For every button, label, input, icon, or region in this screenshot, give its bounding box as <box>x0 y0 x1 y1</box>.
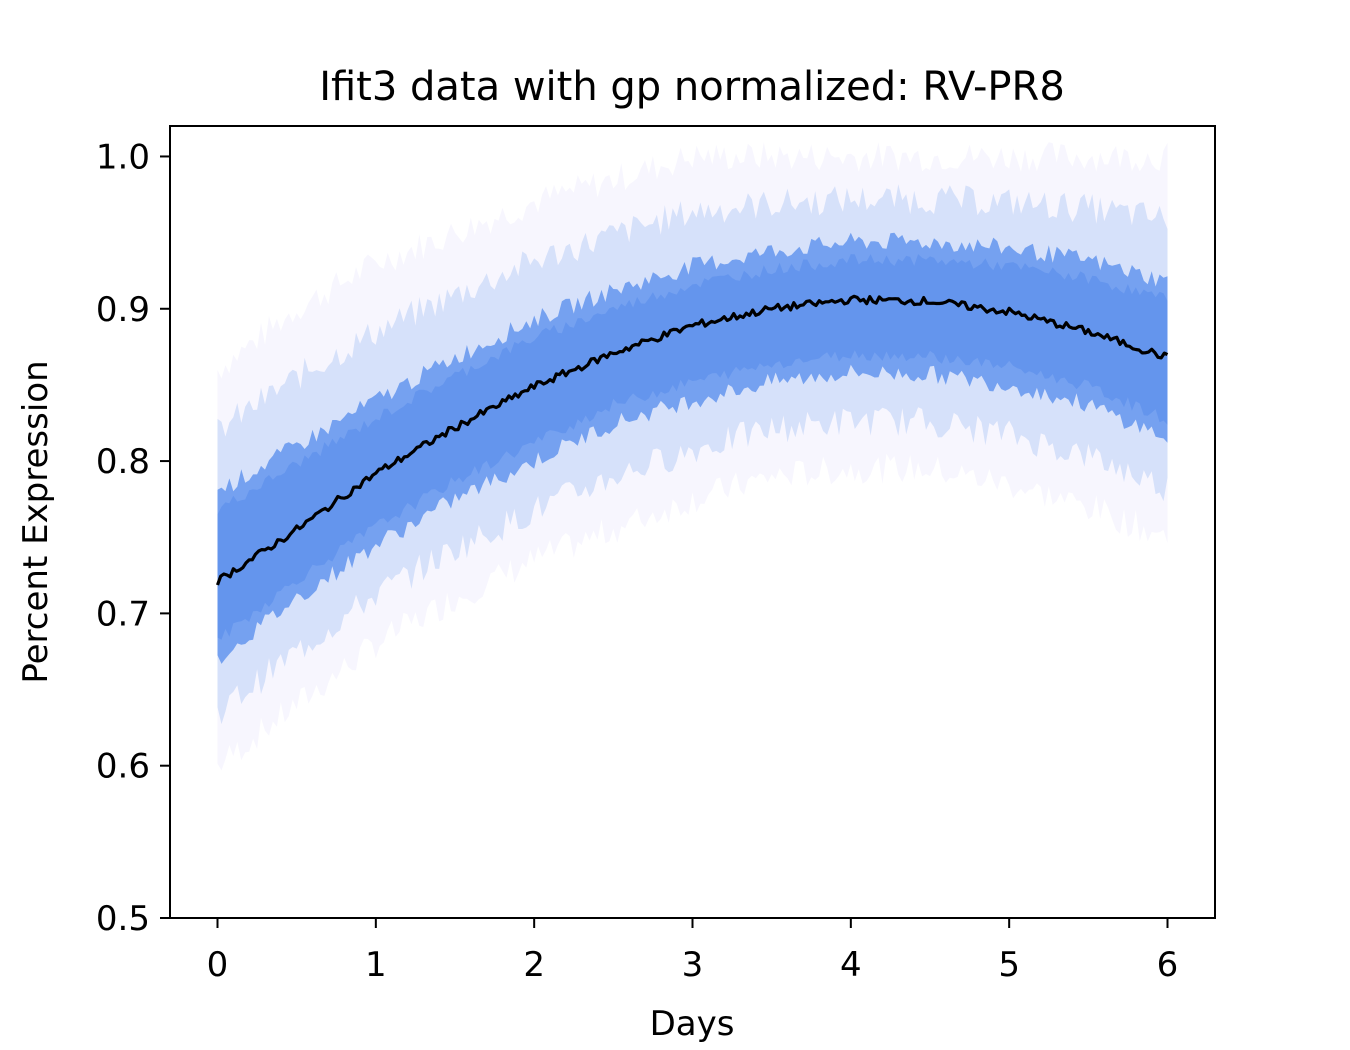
y-tick-label: 0.5 <box>96 899 150 939</box>
mean-curve-layer <box>215 294 1169 586</box>
x-tick-label: 4 <box>840 945 862 985</box>
y-tick-label: 0.9 <box>96 290 150 330</box>
x-tick-label: 2 <box>523 945 545 985</box>
y-axis-ticks: 0.5 0.6 0.7 0.8 0.9 1.0 <box>96 137 170 939</box>
core-band-inner <box>217 254 1168 640</box>
x-tick-label: 5 <box>998 945 1020 985</box>
x-tick-label: 6 <box>1157 945 1179 985</box>
uncertainty-bands <box>217 142 1168 771</box>
x-axis-ticks: 0 1 2 3 4 5 6 <box>207 918 1179 985</box>
x-axis-label: Days <box>650 1004 735 1044</box>
chart-title: Ifit3 data with gp normalized: RV-PR8 <box>319 64 1065 110</box>
y-axis-label: Percent Expression <box>16 360 56 683</box>
y-tick-label: 0.6 <box>96 747 150 787</box>
y-tick-label: 0.7 <box>96 594 150 634</box>
plot-area <box>215 142 1169 771</box>
y-tick-label: 0.8 <box>96 442 150 482</box>
mean-curve <box>215 294 1169 586</box>
x-tick-label: 1 <box>365 945 387 985</box>
y-tick-label: 1.0 <box>96 137 150 177</box>
x-tick-label: 3 <box>682 945 704 985</box>
x-tick-label: 0 <box>207 945 229 985</box>
